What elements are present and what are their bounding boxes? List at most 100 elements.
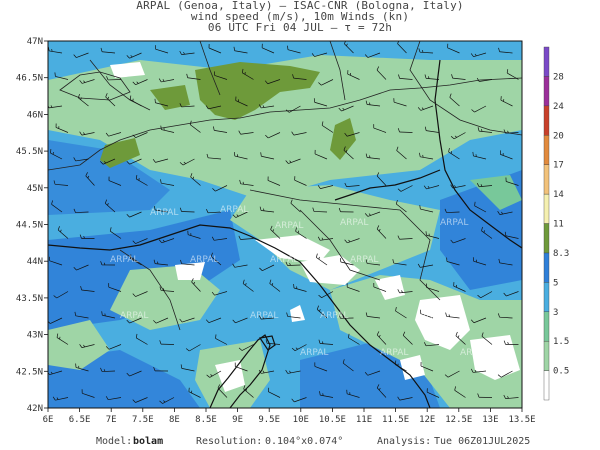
wind-barb: [179, 317, 195, 323]
lon-tick-label: 10.5E: [319, 415, 346, 425]
legend-label: 20: [553, 131, 564, 141]
wind-barb: [398, 74, 413, 80]
wind-barb: [498, 47, 513, 54]
lon-tick-label: 11E: [356, 415, 372, 425]
watermark-text: ARPAL: [350, 255, 378, 265]
wind-barb: [79, 234, 95, 239]
wind-barb: [450, 238, 466, 244]
wind-barb: [392, 259, 407, 266]
wind-barb: [79, 344, 95, 348]
wind-barb: [75, 363, 89, 372]
wind-barb: [265, 339, 281, 345]
wind-barb: [259, 264, 275, 271]
lon-tick-label: 6E: [43, 415, 54, 425]
wind-barb: [505, 177, 519, 186]
wind-barb: [344, 41, 354, 54]
wind-barb: [126, 158, 142, 165]
wind-barb: [85, 172, 95, 186]
wind-barb: [100, 47, 116, 54]
wind-barb: [418, 48, 434, 54]
wind-barb: [100, 367, 116, 372]
wind-barb: [295, 227, 307, 239]
wind-barb: [450, 184, 466, 189]
wind-barb: [450, 132, 466, 140]
lat-tick-label: 42.5N: [16, 367, 43, 377]
watermark-text: ARPAL: [190, 255, 218, 265]
wind-barb: [376, 172, 387, 186]
wind-barb: [135, 174, 148, 186]
wind-barb: [238, 235, 254, 240]
wind-barb: [449, 93, 460, 107]
wind-barb: [180, 364, 195, 372]
wind-barb: [208, 43, 222, 54]
wind-barb: [342, 359, 354, 372]
wind-barb: [211, 291, 228, 296]
wind-barb: [159, 286, 175, 292]
legend-label: 5: [553, 278, 558, 288]
wind-barb: [100, 158, 116, 165]
lat-tick-label: 45.5N: [16, 147, 43, 157]
wind-barbs: [48, 41, 519, 404]
wind-barb: [419, 152, 434, 160]
lon-tick-label: 8E: [169, 415, 180, 425]
wind-barb: [73, 157, 89, 162]
wind-barb: [481, 226, 493, 239]
watermark-text: ARPAL: [460, 348, 488, 358]
wind-barb: [49, 256, 63, 266]
legend-label: 17: [553, 161, 564, 171]
wind-barb: [265, 132, 281, 139]
wind-barb: [211, 236, 228, 241]
wind-barb: [318, 339, 334, 345]
wind-barb: [109, 227, 122, 239]
wind-barb: [129, 95, 142, 107]
model-label: Model:: [96, 436, 133, 447]
wind-barb: [397, 41, 407, 54]
watermark-text: ARPAL: [420, 311, 448, 321]
legend-label: 3: [553, 308, 558, 318]
wind-barb: [426, 388, 440, 398]
watermark-text: ARPAL: [250, 311, 278, 321]
wind-barb: [423, 185, 440, 190]
wind-barb: [215, 334, 228, 345]
lon-tick-label: 6.5E: [69, 415, 91, 425]
wind-barb: [290, 199, 301, 213]
wind-barb: [365, 312, 381, 319]
header-institutions: ARPAL (Genoa, Italy) — ISAC-CNR (Bologna…: [136, 0, 464, 12]
wind-barb: [105, 93, 116, 107]
wind-barb: [259, 206, 275, 213]
wind-barb: [267, 176, 281, 186]
wind-barb: [498, 258, 513, 266]
wind-barb: [206, 209, 222, 214]
wind-barb: [185, 344, 201, 352]
wind-barb: [316, 253, 328, 266]
wind-barb: [80, 286, 95, 292]
wind-barb: [419, 205, 434, 213]
wind-barb: [232, 211, 248, 218]
lon-tick-label: 9E: [232, 415, 243, 425]
wind-barb: [417, 105, 434, 111]
analysis-value: Tue 06Z01JUL2025: [434, 436, 531, 447]
watermarks: ARPAL ARPAL ARPAL ARPAL ARPAL ARPAL ARPAL ARPAL…: [110, 205, 488, 358]
wind-barb: [503, 291, 519, 297]
wind-barb: [338, 105, 354, 112]
wind-barb: [365, 153, 381, 160]
wind-barb: [135, 333, 148, 345]
coastline-lines: [48, 59, 522, 408]
header-variable: wind speed (m/s), 10m Winds (kn): [190, 10, 410, 23]
wind-barb: [317, 185, 334, 189]
wind-barb: [425, 231, 440, 239]
wind-barb: [364, 211, 381, 217]
lat-tick-label: 47N: [27, 37, 43, 47]
wind-barb: [426, 283, 440, 292]
wind-barb: [376, 225, 387, 239]
legend-color-swatch: [543, 340, 550, 371]
wind-barb: [454, 386, 466, 398]
wind-barb: [477, 291, 493, 299]
legend-color-swatch: [543, 76, 550, 107]
wind-barb: [50, 149, 63, 160]
wind-barb: [154, 98, 169, 107]
lat-tick-label: 46N: [27, 110, 43, 120]
border-lines: [48, 41, 522, 331]
wind-barb: [154, 45, 169, 54]
wind-barb: [79, 79, 95, 84]
